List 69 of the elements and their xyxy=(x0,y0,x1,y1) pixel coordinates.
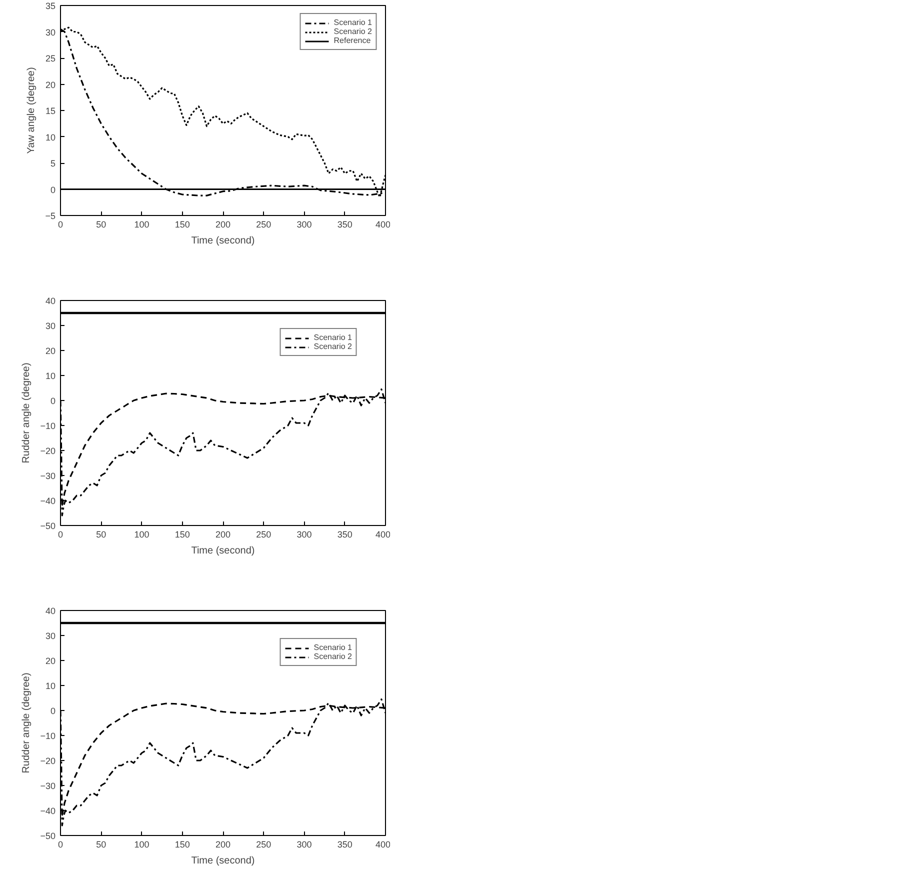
y-axis-title: Yaw angle (degree) xyxy=(26,67,38,154)
x-tick-label: 250 xyxy=(256,530,272,540)
y-tick-label: 5 xyxy=(50,158,56,168)
y-tick-label: 25 xyxy=(45,54,56,64)
x-tick-label: 200 xyxy=(215,530,231,540)
x-tick-label: 50 xyxy=(96,530,106,540)
x-tick-label: 50 xyxy=(96,220,106,230)
x-tick-label: 0 xyxy=(58,220,64,230)
x-axis-title: Time (second) xyxy=(191,236,255,246)
x-tick-label: 100 xyxy=(134,840,150,850)
x-tick-label: 300 xyxy=(296,220,312,230)
x-tick-label: 350 xyxy=(337,840,352,850)
y-tick-label: 10 xyxy=(45,371,56,381)
y-tick-label: 0 xyxy=(50,396,56,406)
x-tick-label: 250 xyxy=(256,220,272,230)
y-tick-label: −5 xyxy=(45,211,56,221)
x-tick-label: 0 xyxy=(58,840,64,850)
x-tick-label: 250 xyxy=(256,840,272,850)
legend-label: Scenario 2 xyxy=(334,27,372,36)
y-tick-label: −10 xyxy=(40,421,56,431)
y-axis-title: Rudder angle (degree) xyxy=(21,362,32,464)
legend-label: Scenario 1 xyxy=(334,18,372,27)
legend-label: Reference xyxy=(334,36,371,45)
x-tick-label: 100 xyxy=(134,530,150,540)
x-tick-label: 200 xyxy=(215,840,231,850)
y-tick-label: 30 xyxy=(45,631,56,641)
x-tick-label: 0 xyxy=(58,530,64,540)
x-tick-label: 200 xyxy=(215,220,231,230)
x-tick-label: 400 xyxy=(375,840,391,850)
x-axis-title: Time (second) xyxy=(191,546,255,556)
y-tick-label: −50 xyxy=(40,831,56,841)
y-tick-label: 35 xyxy=(45,1,56,11)
y-tick-label: −10 xyxy=(40,731,56,741)
y-tick-label: 40 xyxy=(45,296,56,306)
y-tick-label: −30 xyxy=(40,471,56,481)
y-tick-label: −40 xyxy=(40,806,56,816)
y-tick-label: 0 xyxy=(50,184,56,195)
x-tick-label: 350 xyxy=(337,530,352,540)
y-tick-label: 20 xyxy=(45,346,56,356)
y-tick-label: 20 xyxy=(45,80,56,90)
y-tick-label: 0 xyxy=(50,706,56,716)
legend-label: Scenario 2 xyxy=(314,652,352,661)
y-tick-label: 15 xyxy=(45,106,56,116)
legend-label: Scenario 1 xyxy=(314,333,352,342)
y-tick-label: 30 xyxy=(45,27,56,38)
y-tick-label: 40 xyxy=(45,606,56,616)
y-tick-label: 10 xyxy=(45,681,56,691)
x-tick-label: 150 xyxy=(174,840,190,850)
y-axis-title: Rudder angle (degree) xyxy=(21,672,32,774)
x-tick-label: 350 xyxy=(337,220,352,230)
x-tick-label: 150 xyxy=(174,220,190,230)
x-tick-label: 400 xyxy=(375,530,391,540)
y-tick-label: 10 xyxy=(45,132,56,142)
x-axis-title: Time (second) xyxy=(191,856,255,866)
x-tick-label: 150 xyxy=(174,530,190,540)
legend-label: Scenario 2 xyxy=(314,342,352,351)
y-tick-label: 30 xyxy=(45,321,56,331)
x-tick-label: 300 xyxy=(296,530,312,540)
x-tick-label: 50 xyxy=(96,840,106,850)
x-tick-label: 300 xyxy=(296,840,312,850)
y-tick-label: 20 xyxy=(45,656,56,666)
x-tick-label: 400 xyxy=(375,220,391,230)
y-tick-label: −20 xyxy=(40,756,56,766)
y-tick-label: −20 xyxy=(40,446,56,456)
y-tick-label: −40 xyxy=(40,496,56,506)
legend-label: Scenario 1 xyxy=(314,643,352,652)
y-tick-label: −30 xyxy=(40,781,56,791)
y-tick-label: −50 xyxy=(40,521,56,531)
x-tick-label: 100 xyxy=(134,220,150,230)
